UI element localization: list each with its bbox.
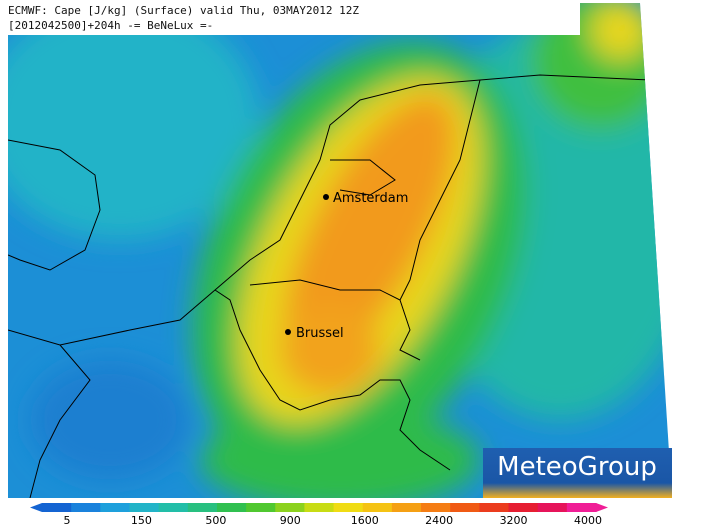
colorbar-segment: [508, 503, 539, 512]
colorbar-segment: [100, 503, 130, 512]
colorbar-segment: [333, 503, 364, 512]
colorbar-segment: [187, 503, 218, 512]
header-line: [2012042500]+204h -= BeNeLux =-: [8, 19, 213, 32]
colorbar-label: 2400: [425, 514, 453, 526]
logo-box: [483, 448, 672, 498]
colorbar-label: 4000: [574, 514, 602, 526]
coastlines: [8, 74, 651, 498]
colorbar-segment: [246, 503, 276, 512]
header-line: ECMWF: Cape [J/kg] (Surface) valid Thu, …: [8, 4, 359, 17]
header-box: [0, 0, 580, 35]
colorbar-label: 5: [64, 514, 71, 526]
colorbar-label: 150: [131, 514, 152, 526]
colorbar-label: 900: [280, 514, 301, 526]
colorbar-segment: [129, 503, 160, 512]
colorbar-arrow: [596, 503, 608, 512]
colorbar-segment: [304, 503, 335, 512]
logo-text: MeteoGroup: [497, 452, 657, 482]
colorbar-segment: [42, 503, 72, 512]
colorbar-segment: [216, 503, 247, 512]
city-label: Amsterdam: [333, 191, 408, 206]
colorbar-segment: [537, 503, 568, 512]
colorbar-segment: [391, 503, 422, 512]
colorbar-label: 3200: [500, 514, 528, 526]
colorbar-segment: [450, 503, 480, 512]
colorbar: 5 150 500 900 1600 2400 3200 4000: [30, 503, 608, 526]
colorbar-segment: [362, 503, 393, 512]
colorbar-arrow: [30, 503, 42, 512]
colorbar-segment: [71, 503, 101, 512]
colorbar-segment: [421, 503, 451, 512]
city-dot: [323, 194, 329, 200]
colorbar-segment: [158, 503, 189, 512]
colorbar-segment: [479, 503, 510, 512]
colorbar-label: 1600: [351, 514, 379, 526]
colorbar-segment: [566, 503, 597, 512]
city-dot: [285, 329, 291, 335]
colorbar-segment: [275, 503, 305, 512]
colorbar-label: 500: [205, 514, 226, 526]
city-label: Brussel: [296, 326, 344, 341]
